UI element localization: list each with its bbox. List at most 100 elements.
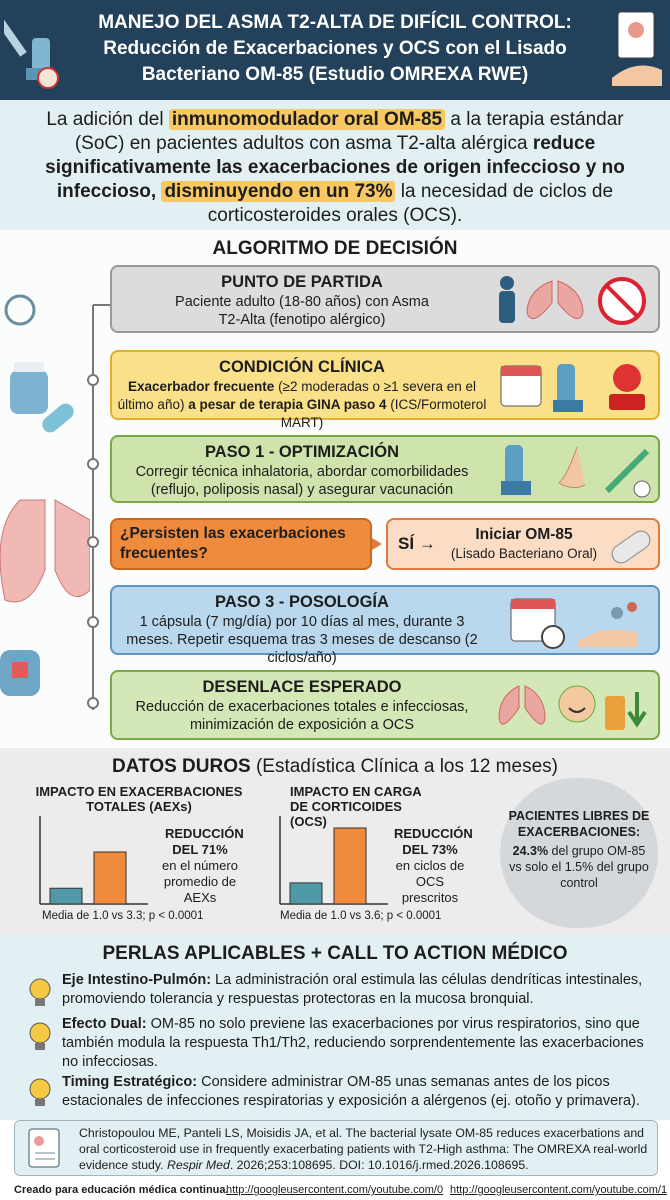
decision-question: ¿Persisten las exacerbaciones frecuentes… [120, 525, 346, 562]
intro-text: La adición del [46, 109, 169, 130]
header: MANEJO DEL ASMA T2-ALTA DE DIFÍCIL CONTR… [0, 0, 670, 100]
chart-label-bold: REDUCCIÓN DEL 71% [165, 826, 244, 857]
box-text: 1 cápsula (7 mg/día) por 10 días al mes,… [126, 614, 478, 666]
bar [93, 851, 127, 905]
box-text: Paciente adulto (18-80 años) con Asma T2… [175, 294, 429, 328]
box-title: PASO 3 - POSOLOGÍA [215, 593, 389, 611]
pearl-item: Eje Intestino-Pulmón: La administración … [62, 971, 662, 1009]
pearls-title: PERLAS APLICABLES + CALL TO ACTION MÉDIC… [102, 943, 568, 964]
intro: La adición del inmunomodulador oral OM-8… [0, 100, 670, 230]
bar [333, 827, 367, 905]
data-subtitle: (Estadística Clínica a los 12 meses) [255, 756, 558, 777]
flow-dot [87, 374, 99, 386]
citation: Christopoulou ME, Panteli LS, Moisidis J… [14, 1120, 658, 1176]
intro-highlight: inmunomodulador oral OM-85 [168, 109, 446, 130]
chart-label-text: en ciclos de OCS prescritos [395, 858, 465, 905]
action-box: SÍ → Iniciar OM-85 (Lisado Bacteriano Ora… [386, 518, 660, 570]
chart-caption: Media de 1.0 vs 3.6; p < 0.0001 [280, 910, 442, 922]
flow-dot [87, 697, 99, 709]
citation-text: Christopoulou ME, Panteli LS, Moisidis J… [79, 1126, 648, 1172]
flow-line [92, 304, 110, 710]
step1-box: PASO 1 - OPTIMIZACIÓN Corregir técnica in… [110, 435, 660, 503]
outcome-box: DESENLACE ESPERADO Reducción de exacerbac… [110, 670, 660, 740]
step3-box: PASO 3 - POSOLOGÍA 1 cápsula (7 mg/día) p… [110, 585, 660, 666]
pearl-item: Timing Estratégico: Considere administra… [62, 1073, 662, 1111]
footer: Creado para educación médica continua. h… [0, 1180, 670, 1200]
start-icons [499, 276, 646, 325]
footer-link[interactable]: http://googleusercontent.com/youtube.com… [226, 1184, 444, 1196]
chart-label-text: en el número promedio de AEXs [162, 858, 238, 905]
flow-dot [87, 616, 99, 628]
data-title: DATOS DUROS [112, 756, 251, 777]
pearl-text: OM-85 no solo previene las exacerbacione… [62, 1016, 644, 1070]
title-line: Bacteriano OM-85 (Estudio OMREXA RWE) [141, 64, 529, 85]
title-line: Reducción de Exacerbaciones y OCS con el… [103, 38, 567, 59]
step3-icons [510, 598, 637, 649]
action-title: Iniciar OM-85 [475, 526, 573, 543]
title-line: MANEJO DEL ASMA T2-ALTA DE DIFÍCIL CONTR… [98, 12, 572, 33]
flow-dot [87, 536, 99, 548]
intro-text: a la terapia estándar (SoC) en pacientes… [74, 109, 624, 154]
pearl-lead: Efecto Dual: [62, 1016, 147, 1032]
box-title: DESENLACE ESPERADO [202, 678, 402, 696]
chart-label-bold: REDUCCIÓN DEL 73% [394, 826, 473, 857]
footer-link[interactable]: http://googleusercontent.com/youtube.com… [450, 1184, 668, 1196]
pearl-item: Efecto Dual: OM-85 no solo previene las … [62, 1015, 662, 1072]
free-title: PACIENTES LIBRES DE EXACERBACIONES: [508, 809, 650, 839]
outcome-icons [498, 685, 647, 730]
free-circle: PACIENTES LIBRES DE EXACERBACIONES: 24.3… [500, 778, 658, 928]
step1-icons [501, 445, 651, 498]
bar-chart [279, 816, 388, 905]
chart-caption: Media de 1.0 vs 3.3; p < 0.0001 [42, 910, 204, 922]
chart-title: IMPACTO EN EXACERBACIONES TOTALES (AEXs) [35, 784, 243, 814]
box-text: (≥2 moderadas o ≥1 severa en el último a… [117, 379, 476, 412]
algorithm-title: ALGORITMO DE DECISIÓN [212, 238, 458, 259]
pearl-text: La administración oral estimula las célu… [62, 972, 643, 1007]
pearls-section: PERLAS APLICABLES + CALL TO ACTION MÉDIC… [0, 935, 670, 1120]
citation-icon [28, 1128, 60, 1168]
decision-answer: SÍ → [398, 534, 436, 553]
free-highlight: 24.3% [512, 844, 549, 858]
condition-box: CONDICIÓN CLÍNICA Exacerbador frecuente (… [110, 350, 660, 430]
citation-journal: Respir Med [166, 1158, 230, 1172]
box-title: CONDICIÓN CLÍNICA [219, 358, 385, 376]
action-note: (Lisado Bacteriano Oral) [450, 546, 598, 561]
chart-label: REDUCCIÓN DEL 71% en el número promedio d… [145, 826, 255, 906]
box-bold: a pesar de terapia GINA paso 4 [188, 397, 387, 412]
chart-title: IMPACTO EN CARGA DE CORTICOIDES (OCS) [290, 784, 422, 829]
box-bold: Exacerbador frecuente [128, 379, 275, 394]
action-text: Iniciar OM-85 (Lisado Bacteriano Oral) [444, 525, 604, 562]
bulb-icons [29, 978, 51, 1106]
data-section: DATOS DUROS (Estadística Clínica a los 1… [0, 748, 670, 935]
box-text: Reducción de exacerbaciones totales e in… [135, 699, 469, 733]
bar-chart [39, 816, 148, 905]
citation-text: . 2026;253:108695. DOI: 10.1016/j.rmed.2… [229, 1158, 529, 1172]
bar [289, 882, 323, 905]
algorithm: ALGORITMO DE DECISIÓN PUNTO DE PARTIDA Pa… [0, 230, 670, 748]
footer-credit: Creado para educación médica continua. [14, 1184, 229, 1196]
report-icon [612, 11, 662, 86]
start-box: PUNTO DE PARTIDA Paciente adulto (18-80 a… [110, 265, 660, 333]
decision-arrow [372, 538, 382, 550]
box-title: PASO 1 - OPTIMIZACIÓN [204, 443, 400, 461]
free-text: del grupo OM-85 vs solo el 1.5% del grup… [509, 844, 649, 890]
bar [49, 887, 83, 905]
capsule-icon [611, 530, 651, 564]
intro-highlight: disminuyendo en un 73% [161, 181, 396, 202]
box-title: PUNTO DE PARTIDA [221, 273, 383, 291]
box-text: Corregir técnica inhalatoria, abordar co… [135, 464, 469, 498]
flow-dot [87, 458, 99, 470]
pearl-lead: Timing Estratégico: [62, 1074, 198, 1090]
pearl-lead: Eje Intestino-Pulmón: [62, 972, 212, 988]
pearl-text: Considere administrar OM-85 unas semanas… [62, 1074, 640, 1109]
inhaler-icon [4, 19, 59, 89]
intro-bold: reduce significativamente las exacerbaci… [45, 133, 625, 202]
condition-icons [500, 364, 645, 412]
decision-box: ¿Persisten las exacerbaciones frecuentes… [110, 518, 372, 570]
intro-text: la necesidad de ciclos de corticosteroid… [207, 181, 614, 226]
chart-label: REDUCCIÓN DEL 73% en ciclos de OCS prescr… [380, 826, 480, 906]
box-text: (ICS/Formoterol MART) [280, 397, 487, 430]
side-illustration [0, 294, 90, 696]
